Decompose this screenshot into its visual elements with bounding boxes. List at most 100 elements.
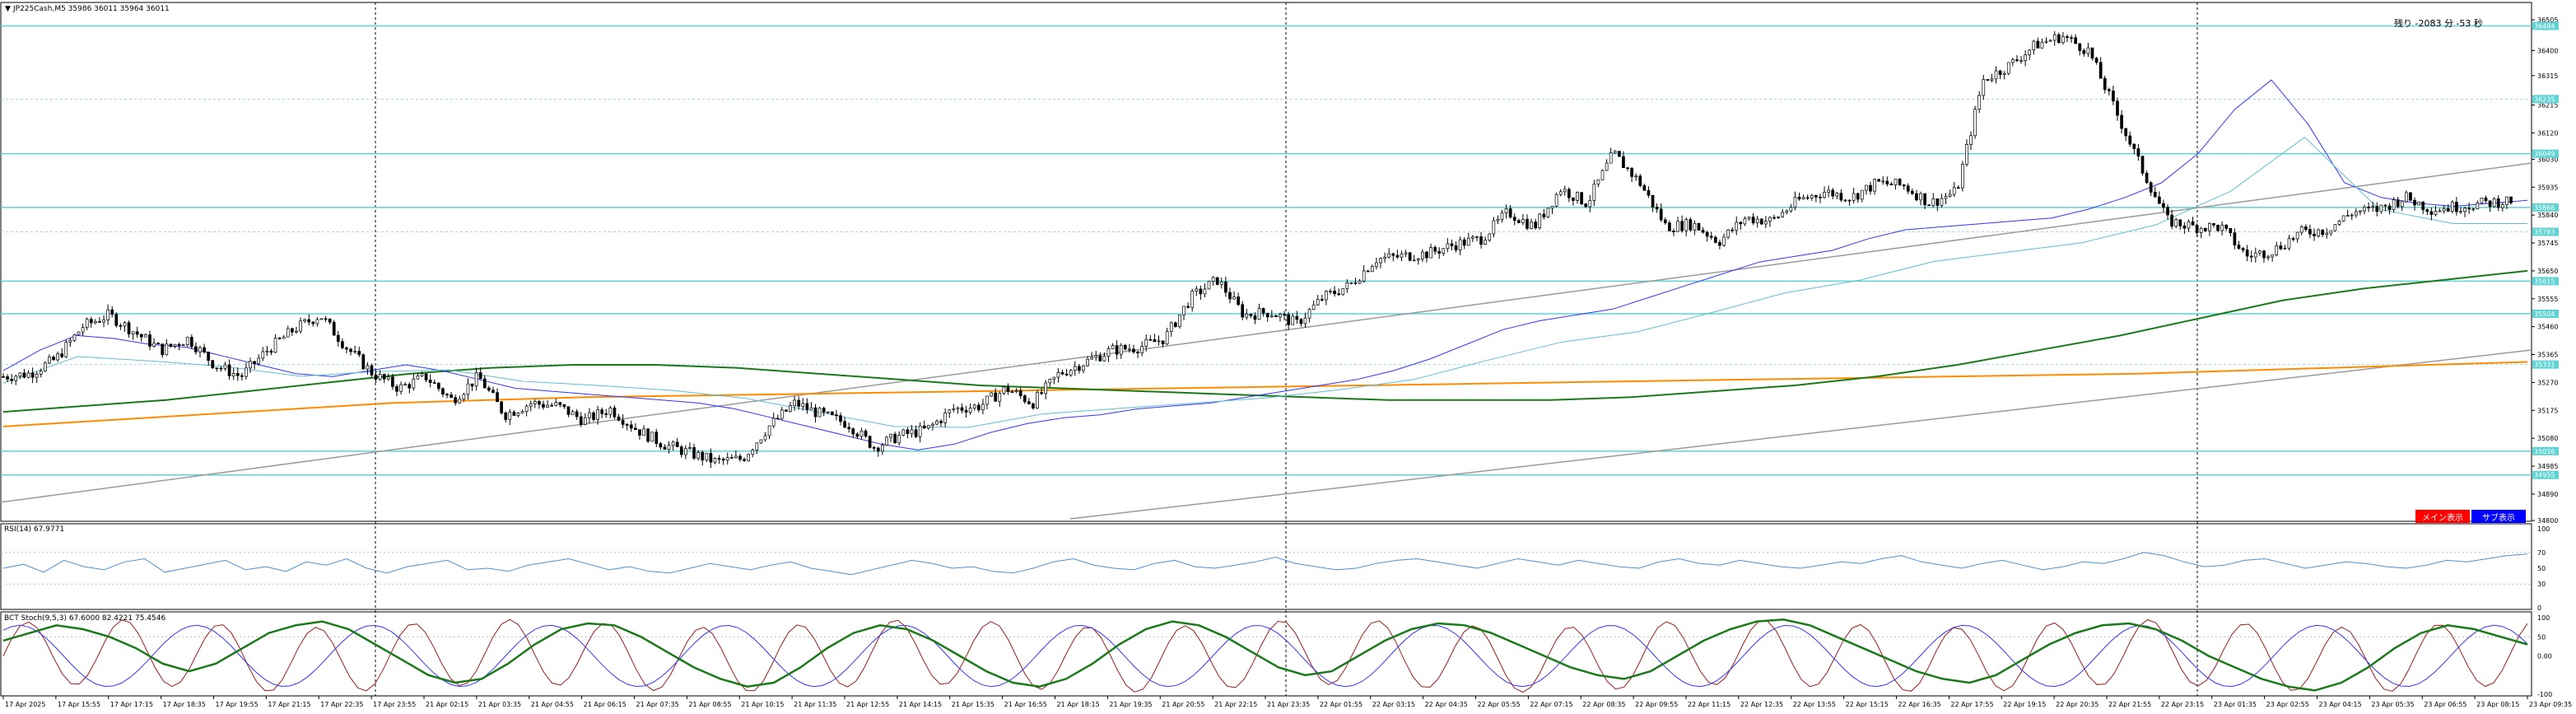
candle-body	[1668, 222, 1671, 231]
price-tick-label: 36315	[2537, 72, 2558, 80]
level-price-label: 36484	[2534, 23, 2555, 30]
level-price-label: 35866	[2534, 204, 2555, 212]
candle-body	[571, 411, 575, 415]
candle-body	[44, 362, 47, 371]
price-tick-label: 34985	[2537, 463, 2558, 470]
candle-body	[2078, 43, 2082, 51]
candle-body	[964, 409, 968, 413]
candle-body	[1526, 218, 1529, 229]
candle-body	[701, 451, 705, 461]
candle-body	[366, 365, 370, 370]
candle-body	[2271, 254, 2274, 258]
candle-body	[1626, 167, 1629, 170]
candle-body	[1190, 290, 1195, 308]
candle-body	[382, 374, 386, 380]
time-tick-label: 23 Apr 06:55	[2424, 701, 2467, 708]
candle-body	[621, 419, 625, 425]
candle-body	[1910, 190, 1914, 194]
sub-display-button[interactable]: サブ表示	[2471, 510, 2526, 523]
candle-body	[629, 424, 633, 429]
candle-body	[1877, 179, 1880, 182]
candle-body	[2199, 227, 2203, 233]
candle-body	[2145, 172, 2149, 184]
time-tick-label: 21 Apr 14:15	[899, 701, 942, 708]
menu-triangle-icon[interactable]: ▼	[5, 5, 11, 13]
candle-body	[2061, 36, 2065, 44]
candle-body	[2375, 206, 2379, 212]
time-tick-label: 17 Apr 19:55	[216, 701, 259, 708]
candle-body	[1952, 187, 1956, 195]
candle-body	[767, 425, 771, 436]
candle-body	[2099, 62, 2103, 79]
time-tick-label: 22 Apr 08:35	[1582, 701, 1625, 708]
candle-body	[2337, 221, 2341, 225]
price-tick-label: 35175	[2537, 407, 2558, 414]
candle-body	[1027, 401, 1031, 404]
horizontal-levels	[1, 25, 2532, 476]
candle-body	[721, 459, 725, 461]
candle-body	[1203, 288, 1207, 295]
candle-body	[960, 407, 964, 411]
candle-body	[1512, 217, 1516, 222]
candle-body	[948, 409, 952, 413]
candle-body	[341, 341, 344, 348]
main-display-button[interactable]: メイン表示	[2415, 510, 2470, 523]
candle-body	[2182, 225, 2187, 229]
candle-body	[1500, 212, 1504, 220]
candle-body	[2455, 202, 2458, 212]
candle-body	[1856, 193, 1860, 200]
candle-body	[2367, 207, 2370, 208]
candle-body	[922, 425, 926, 429]
candle-body	[474, 372, 478, 387]
candle-body	[94, 321, 97, 324]
candle-body	[2313, 233, 2316, 236]
candle-body	[2291, 238, 2295, 240]
candle-body	[1814, 195, 1818, 198]
candle-body	[1064, 373, 1069, 376]
candle-body	[500, 401, 503, 413]
candle-body	[2048, 40, 2052, 42]
candle-body	[2074, 37, 2077, 44]
candle-body	[1228, 292, 1232, 300]
candle-body	[249, 361, 252, 369]
candle-body	[771, 418, 776, 427]
candle-body	[231, 372, 235, 376]
candle-body	[1873, 179, 1876, 192]
time-tick-label: 23 Apr 09:35	[2529, 701, 2572, 708]
upper-trend-line	[0, 162, 2532, 503]
candle-body	[1060, 371, 1064, 375]
candle-body	[1370, 266, 1374, 273]
candle-body	[663, 446, 667, 450]
symbol-info: JP225Cash,M5 35986 36011 35964 36011	[12, 5, 170, 13]
candle-body	[1433, 247, 1437, 252]
candle-body	[1906, 185, 1910, 192]
time-tick-label: 22 Apr 13:55	[1793, 701, 1836, 708]
candle-body	[2500, 204, 2504, 208]
candle-body	[1094, 355, 1098, 358]
candle-body	[1337, 293, 1341, 296]
candle-body	[1772, 217, 1776, 219]
candle-body	[2, 376, 5, 378]
candle-body	[2325, 232, 2329, 236]
candle-body	[1316, 299, 1320, 306]
time-tick-label: 21 Apr 06:15	[584, 701, 627, 708]
candle-body	[2149, 182, 2153, 193]
time-tick-label: 22 Apr 11:15	[1688, 701, 1731, 708]
candle-body	[835, 414, 838, 417]
candle-body	[2354, 211, 2358, 216]
candle-body	[189, 337, 193, 348]
level-price-label: 35504	[2534, 310, 2555, 318]
rsi-tick-label: 70	[2537, 549, 2546, 557]
candle-body	[1014, 390, 1018, 393]
candle-body	[868, 436, 872, 448]
candle-body	[533, 401, 537, 404]
level-price-label: 35036	[2534, 448, 2555, 455]
candle-body	[1224, 281, 1227, 293]
candle-body	[2116, 100, 2119, 116]
candle-body	[2107, 89, 2111, 91]
candle-body	[990, 392, 993, 397]
candle-body	[1600, 170, 1605, 180]
ma-fast-line	[2, 79, 2528, 450]
candle-body	[926, 425, 930, 429]
